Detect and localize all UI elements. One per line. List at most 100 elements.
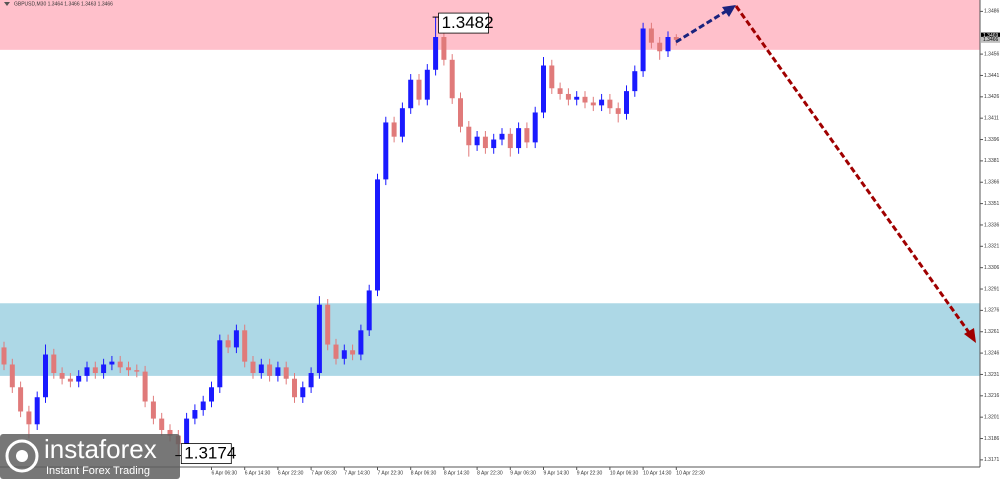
candle-body — [150, 401, 156, 419]
logo: instaforex Instant Forex Trading — [0, 434, 180, 479]
logo-tagline: Instant Forex Trading — [46, 465, 150, 477]
candle-body — [375, 179, 380, 291]
candle-body — [640, 28, 646, 72]
candle-body — [449, 59, 455, 99]
candle-body — [433, 37, 439, 70]
candle-body — [673, 37, 679, 40]
x-tick-label: 7 Apr 14:30 — [344, 470, 370, 476]
candle-body — [159, 418, 165, 430]
candle-body — [582, 96, 588, 103]
candle-body — [590, 102, 596, 106]
candle-body — [109, 361, 115, 365]
candle-body — [300, 387, 306, 398]
y-tick-label: 1.3306 — [984, 265, 1000, 271]
candle-body — [341, 350, 347, 359]
annotation-box — [438, 12, 490, 34]
y-tick-label: 1.3441 — [984, 73, 1000, 79]
x-tick-label: 8 Apr 06:30 — [411, 470, 437, 476]
candle-body — [84, 367, 90, 376]
candle-body — [34, 397, 40, 425]
candle-body — [549, 65, 555, 89]
y-tick-label: 1.3351 — [984, 201, 1000, 207]
candle-body — [391, 122, 397, 137]
y-tick-label: 1.3426 — [984, 94, 1000, 100]
candle-body — [516, 128, 522, 149]
candle-body — [399, 108, 405, 137]
y-tick-label: 1.3216 — [984, 393, 1000, 399]
candle-body — [225, 340, 231, 348]
candle-body — [416, 79, 422, 100]
x-tick-label: 6 Apr 22:30 — [278, 470, 304, 476]
candle-body — [358, 330, 364, 355]
logo-name: instaforex — [44, 434, 157, 464]
y-tick-label: 1.3201 — [984, 414, 1000, 420]
annotation-label: 1.3174 — [184, 444, 236, 463]
blue-arrowhead — [722, 5, 736, 17]
logo-icon — [5, 439, 39, 473]
candle-body — [134, 370, 140, 372]
candle-body — [466, 126, 472, 146]
candle-body — [308, 373, 314, 388]
y-tick-label: 1.3171 — [984, 457, 1000, 463]
logo-icon-core — [16, 450, 28, 462]
candle-body — [9, 364, 15, 388]
price-tag-label: 1.3469 — [983, 33, 999, 39]
zone — [0, 0, 980, 50]
candle-body — [665, 37, 671, 52]
price-tag-label: 1.3466 — [983, 37, 999, 43]
candle-body — [458, 98, 463, 127]
x-tick-label: 7 Apr 22:30 — [378, 470, 404, 476]
x-tick-label: 10 Apr 14:30 — [643, 470, 672, 476]
candle-body — [648, 28, 654, 43]
candle-body — [507, 133, 513, 149]
candle-body — [541, 65, 546, 113]
annotation-label: 1.3482 — [442, 13, 494, 32]
red-arrow — [734, 5, 972, 335]
candle-body — [26, 411, 32, 425]
candle-body — [532, 112, 538, 143]
candle-body — [424, 69, 430, 100]
chart-title: GBPUSD,M30 1.3464 1.3466 1.3463 1.3466 — [14, 1, 113, 7]
y-tick-label: 1.3276 — [984, 308, 1000, 314]
annotation-box — [180, 443, 232, 465]
candles — [1, 17, 679, 456]
y-tick-label: 1.3411 — [984, 116, 999, 122]
candle-body — [557, 88, 563, 94]
candle-body — [383, 122, 389, 180]
blue-arrow — [675, 8, 729, 44]
forecast-arrows — [675, 5, 976, 343]
candle-body — [250, 361, 256, 374]
candle-body — [233, 330, 239, 348]
y-tick-label: 1.3246 — [984, 350, 1000, 356]
zones — [0, 0, 980, 376]
candle-body — [242, 330, 248, 362]
candle-body — [1, 347, 7, 365]
candle-body — [117, 361, 123, 368]
red-arrowhead — [964, 328, 976, 343]
candle-body — [491, 139, 497, 149]
candle-body — [441, 37, 447, 60]
price-tag — [981, 32, 1000, 39]
candle-body — [192, 410, 198, 419]
x-tick-label: 9 Apr 22:30 — [577, 470, 603, 476]
candle-body — [607, 99, 613, 109]
candle-body — [126, 367, 131, 371]
candle-body — [267, 364, 273, 376]
x-tick-label: 7 Apr 06:30 — [311, 470, 337, 476]
candle-body — [333, 344, 339, 359]
x-tick-label: 6 Apr 06:30 — [212, 470, 238, 476]
candle-body — [350, 350, 356, 355]
x-tick-label: 10 Apr 06:30 — [610, 470, 639, 476]
candle-body — [258, 364, 264, 374]
candle-body — [657, 42, 663, 52]
candle-body — [67, 378, 73, 382]
candle-body — [482, 136, 488, 149]
y-tick-label: 1.3396 — [984, 137, 1000, 143]
axes: 1.3486 1.3456 1.3441 1.3426 1.3411 1.3396 1.33… — [211, 9, 1000, 476]
zone — [0, 303, 980, 376]
y-tick-label: 1.3231 — [984, 372, 1000, 378]
price-tag — [981, 36, 1000, 43]
candle-body — [292, 378, 297, 398]
